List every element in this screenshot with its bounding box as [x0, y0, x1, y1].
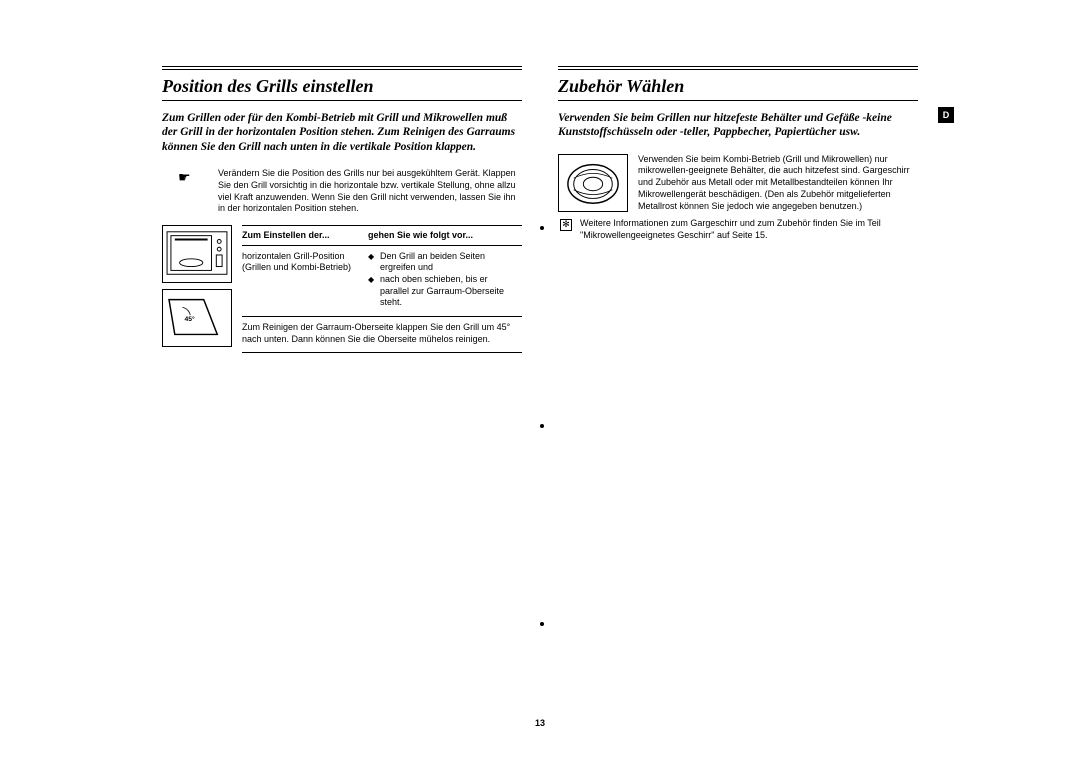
info-text: Weitere Informationen zum Gargeschirr un… — [580, 218, 918, 241]
right-title: Zubehör Wählen — [558, 72, 918, 101]
column-divider — [540, 226, 544, 626]
rule — [162, 66, 522, 70]
figure-microwave-horizontal — [162, 225, 232, 283]
instruction-table: Zum Einstellen der... gehen Sie wie folg… — [242, 225, 522, 353]
step-2: nach oben schieben, bis er parallel zur … — [368, 274, 516, 309]
th-1: Zum Einstellen der... — [242, 225, 368, 245]
page-number: 13 — [162, 718, 918, 728]
left-title: Position des Grills einstellen — [162, 72, 522, 101]
left-column: Position des Grills einstellen Zum Grill… — [162, 66, 540, 353]
rule — [558, 66, 918, 70]
right-intro: Verwenden Sie beim Grillen nur hitzefest… — [558, 111, 918, 140]
info-row: ✻ Weitere Informationen zum Gargeschirr … — [558, 218, 918, 241]
step-1: Den Grill an beiden Seiten ergreifen und — [368, 251, 516, 274]
th-2: gehen Sie wie folgt vor... — [368, 225, 522, 245]
right-column: D Zubehör Wählen Verwenden Sie beim Gril… — [540, 66, 918, 353]
right-block: Verwenden Sie beim Kombi-Betrieb (Grill … — [558, 154, 918, 212]
note-text: Verändern Sie die Position des Grills nu… — [218, 168, 522, 215]
hand-icon: ☛ — [162, 168, 218, 215]
td-steps: Den Grill an beiden Seiten ergreifen und… — [368, 245, 522, 317]
figure-grill-45deg: 45° — [162, 289, 232, 347]
figure-dish — [558, 154, 628, 212]
td-cleaning: Zum Reinigen der Garraum-Oberseite klapp… — [242, 317, 522, 353]
left-intro: Zum Grillen oder für den Kombi-Betrieb m… — [162, 111, 522, 154]
note-row: ☛ Verändern Sie die Position des Grills … — [162, 168, 522, 215]
right-block-text: Verwenden Sie beim Kombi-Betrieb (Grill … — [638, 154, 918, 212]
language-tab: D — [938, 107, 954, 123]
angle-label: 45° — [184, 315, 195, 323]
info-icon: ✻ — [560, 219, 572, 231]
td-position: horizontalen Grill-Position (Grillen und… — [242, 245, 368, 317]
table-wrap: 45° Zum Einstellen der... gehen Sie wie … — [162, 225, 522, 353]
